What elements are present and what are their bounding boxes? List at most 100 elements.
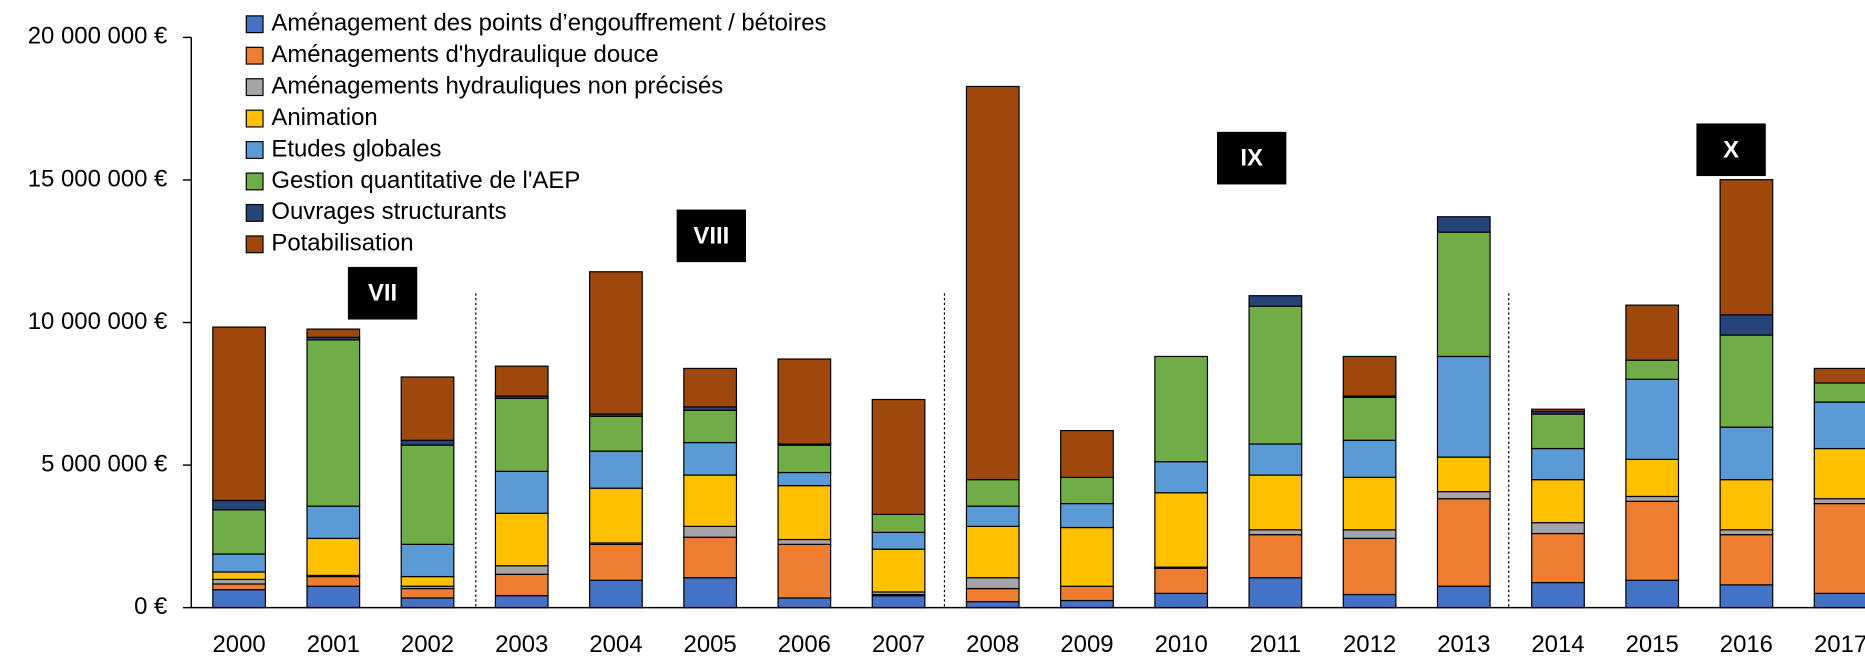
x-tick-label: 2011 [1250,631,1301,657]
period-label: VII [368,280,397,307]
bar-segment [777,444,832,474]
bar-segment [1060,585,1114,602]
bar-segment [1436,498,1491,587]
bar-segment [494,365,549,397]
bar-segment [1531,479,1585,524]
bar-segment [965,587,1020,603]
bar-segment [777,543,832,599]
bar-segment [1248,534,1303,579]
bar-segment [1342,529,1397,539]
bar-segment [965,505,1020,527]
bar-segment [400,575,455,587]
bar-segment [1531,447,1585,481]
x-tick-label: 2002 [401,631,454,657]
bar-segment [683,367,738,408]
period-box [347,266,418,320]
bar-segment [1060,429,1114,478]
bar-segment [494,470,549,514]
x-tick-label: 2010 [1155,631,1208,657]
bar-segment [1436,231,1491,358]
bar-segment [871,531,926,550]
bar-segment [1813,401,1865,450]
bar-segment [212,509,267,555]
legend-label: Aménagement des points d’engouffrement /… [271,10,826,37]
bar-segment [306,505,361,539]
bar-segment [212,571,267,581]
bar-segment [683,409,738,444]
bar-segment [871,398,926,516]
bar-segment [212,499,267,511]
x-tick-label: 2009 [1060,631,1113,657]
bar-segment [777,358,832,445]
bar-segment [1719,426,1774,481]
legend-swatch [245,46,264,65]
bar-segment [494,512,549,567]
legend-label: Animation [271,104,377,131]
bar-segment [1248,295,1303,307]
bar-segment [1531,413,1585,450]
bar-segment [1342,396,1397,441]
bar-segment [871,513,926,533]
bar-segment [400,597,455,609]
bar-segment [1719,534,1774,586]
x-tick-label: 2000 [213,631,266,657]
legend-swatch [245,172,264,191]
bar-segment [212,589,267,609]
legend-label: Ouvrages structurants [271,198,506,225]
bar-segment [1436,585,1491,609]
bar-segment [1154,355,1209,463]
bar-segment [494,573,549,597]
y-tick-label: 0 € [134,593,167,620]
bar-segment [212,326,267,502]
bar-segment [1625,579,1680,609]
bar-segment [1248,577,1303,609]
x-tick-label: 2017 [1814,631,1865,657]
bar-segment [1248,305,1303,445]
bar-segment [1248,529,1303,536]
x-tick-label: 2016 [1720,631,1773,657]
x-tick-label: 2006 [778,631,831,657]
bar-segment [1625,458,1680,498]
bar-segment [1813,498,1865,505]
bar-segment [1625,378,1680,460]
bar-segment [1813,592,1865,609]
bar-segment [1436,216,1491,233]
bar-segment [965,601,1020,609]
bar-segment [683,441,738,476]
x-tick-label: 2003 [495,631,548,657]
period-box [676,209,746,263]
period-label: VIII [693,222,729,249]
bar-segment [1436,491,1491,500]
bar-segment [1625,304,1680,361]
legend-swatch [245,109,264,128]
period-label: IX [1240,145,1263,172]
bar-segment [1342,439,1397,478]
bar-segment [1625,500,1680,581]
bar-segment [1719,584,1774,609]
bar-segment [871,548,926,593]
bar-segment [306,585,361,609]
bar-segment [212,583,267,591]
bar-segment [494,595,549,609]
period-box [1696,123,1766,177]
x-tick-label: 2014 [1531,631,1584,657]
bar-segment [1813,447,1865,500]
bar-segment [1154,492,1209,568]
bar-segment [1531,522,1585,535]
bar-segment [1719,179,1774,316]
bar-segment [1531,408,1585,413]
bar-segment [589,271,643,415]
x-tick-label: 2013 [1437,631,1490,657]
bar-segment [494,565,549,575]
bar-segment [400,439,455,446]
legend-label: Etudes globales [271,135,441,162]
bar-segment [965,479,1020,507]
legend-swatch [245,235,264,254]
bar-segment [400,444,455,545]
x-tick-label: 2015 [1626,631,1679,657]
bar-segment [1719,334,1774,428]
bar-segment [1342,593,1397,609]
bar-segment [1248,474,1303,531]
bar-segment [777,538,832,545]
bar-segment [1154,592,1209,609]
